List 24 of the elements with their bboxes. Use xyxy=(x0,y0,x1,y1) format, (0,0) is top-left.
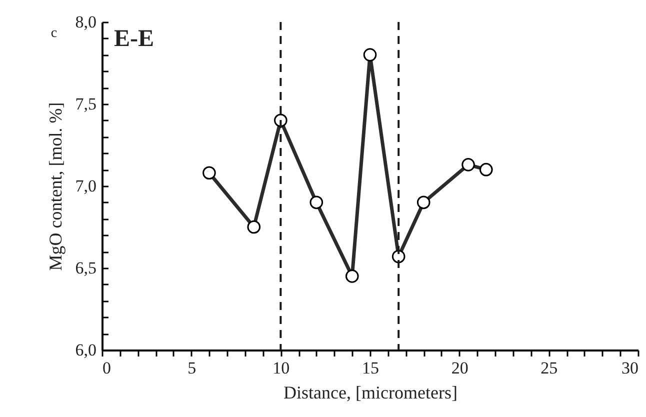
x-tick-label: 25 xyxy=(540,358,558,378)
point xyxy=(345,270,359,283)
point xyxy=(310,196,324,210)
point xyxy=(416,196,430,210)
point xyxy=(247,220,261,234)
point xyxy=(363,48,377,62)
x-axis-title: Distance, [micrometers] xyxy=(284,382,458,402)
x-tick-label: 30 xyxy=(622,358,638,378)
text: c xyxy=(50,26,58,41)
y-tick-label: 7,0 xyxy=(75,176,96,196)
x-tick-label: 15 xyxy=(362,358,379,378)
y-tick-label: 7,5 xyxy=(75,94,96,114)
point xyxy=(202,166,216,180)
y-tick-label: 8,0 xyxy=(75,12,96,32)
x-tick-label: 5 xyxy=(188,358,196,378)
point xyxy=(479,162,493,176)
x-tick-label: 10 xyxy=(272,358,290,378)
point xyxy=(462,158,475,172)
y-tick-label: 6,0 xyxy=(75,340,96,360)
y-axis-title: MgO content, [mol. %] xyxy=(45,102,66,271)
x-tick-label: 20 xyxy=(451,358,468,378)
x-tick-label: 0 xyxy=(102,358,111,378)
chart-title: E-E xyxy=(114,26,154,52)
y-tick-label: 6,5 xyxy=(75,258,96,278)
